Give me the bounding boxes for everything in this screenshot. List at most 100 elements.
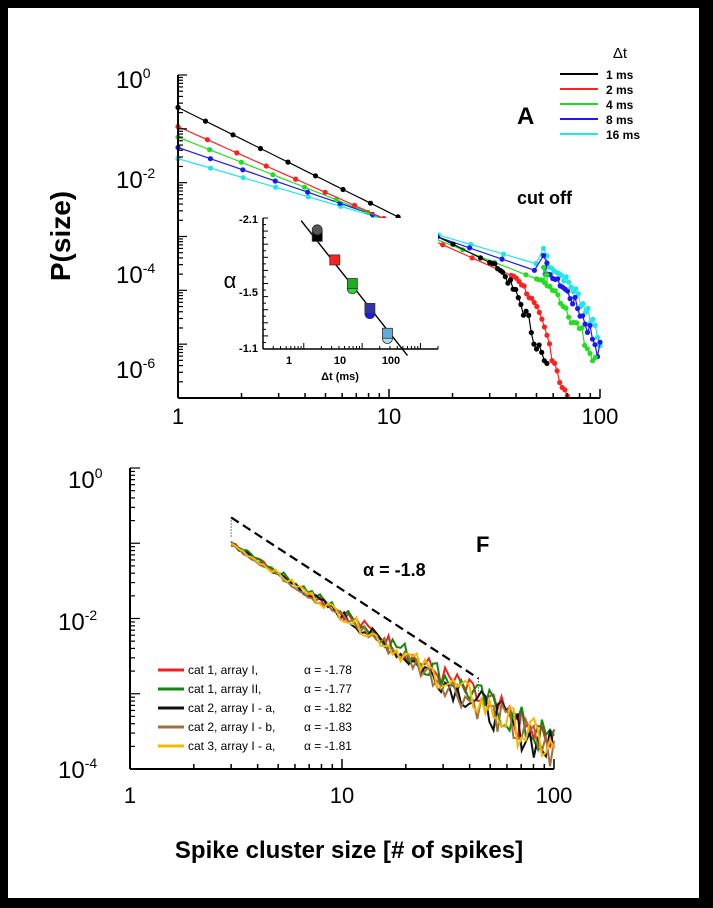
series-point-8-ms <box>575 306 581 312</box>
series-point-16-ms <box>273 184 279 190</box>
series-point-16-ms <box>582 309 589 315</box>
series-point-1-ms <box>518 301 524 308</box>
legend-background <box>156 662 371 679</box>
series-point-8-ms <box>544 260 550 266</box>
legend-background <box>156 719 371 736</box>
series-point-1-ms <box>520 312 527 318</box>
chart-f-xtick-0: 1 <box>124 783 136 808</box>
series-point-2-ms <box>440 242 446 248</box>
series-point-2-ms <box>234 150 240 156</box>
chart-f-series-group <box>230 540 555 767</box>
legend-alpha: α = -1.81 <box>304 739 352 753</box>
series-point-2-ms <box>351 202 358 208</box>
series-point-2-ms <box>554 368 560 374</box>
series-point-4-ms <box>582 342 588 348</box>
series-point-1-ms <box>230 132 236 138</box>
series-point-2-ms <box>557 379 563 386</box>
series-point-2-ms <box>521 283 527 289</box>
series-point-8-ms <box>580 313 586 319</box>
series-point-1-ms <box>515 295 521 301</box>
series-line-cat-2-array-I---b- <box>230 544 555 767</box>
inset-xtick-2: 100 <box>382 355 400 367</box>
series-point-2-ms <box>536 309 542 315</box>
chart-a: 100 10-2 10-4 10-6 1 10 100 P(size) A cu… <box>45 45 640 429</box>
legend-label: cat 2, array I - b, <box>188 720 275 734</box>
series-point-2-ms <box>544 332 550 338</box>
series-point-8-ms <box>572 294 578 300</box>
series-point-8-ms <box>570 301 576 307</box>
chart-f-xtick-2: 100 <box>536 783 573 808</box>
figure-panel: 100 10-2 10-4 10-6 1 10 100 P(size) A cu… <box>8 8 699 898</box>
series-point-8-ms <box>207 156 213 162</box>
chart-f-reference-line <box>230 516 480 698</box>
legend-title-dt: Δt <box>613 45 628 62</box>
series-point-16-ms <box>563 274 569 280</box>
series-point-2-ms <box>552 360 558 366</box>
series-point-2-ms <box>529 295 535 301</box>
chart-a-ytick-3: 10-6 <box>116 355 155 384</box>
series-point-1-ms <box>507 277 514 283</box>
series-point-8-ms <box>499 256 505 262</box>
series-point-2-ms <box>539 316 545 322</box>
series-point-1-ms <box>533 346 540 352</box>
series-point-4-ms <box>547 283 553 290</box>
series-point-8-ms <box>240 167 246 173</box>
inset-xtick-0: 1 <box>286 355 292 367</box>
inset-square-point <box>329 254 341 266</box>
series-point-4-ms <box>540 264 547 270</box>
series-point-16-ms <box>558 272 565 278</box>
inset-ytick-2: -1.1 <box>239 343 258 355</box>
series-point-8-ms <box>555 276 561 282</box>
legend-label: cat 1, array I, <box>188 663 258 677</box>
inset-xtick-1: 10 <box>334 355 346 367</box>
series-point-8-ms <box>597 339 603 345</box>
series-point-1-ms <box>312 173 319 179</box>
inset-y-label: α <box>224 268 237 293</box>
series-point-1-ms <box>285 159 291 165</box>
chart-f-slope-label: α = -1.8 <box>363 560 426 580</box>
legend-label: cat 1, array II, <box>188 682 261 696</box>
series-point-16-ms <box>592 322 598 328</box>
series-point-2-ms <box>534 303 540 310</box>
series-point-1-ms <box>513 286 519 293</box>
chart-a-xtick-0: 1 <box>172 404 184 429</box>
series-point-8-ms <box>540 252 547 259</box>
legend-background <box>156 700 371 717</box>
inset-ticks <box>262 217 439 350</box>
series-point-4-ms <box>587 350 593 356</box>
series-point-2-ms <box>524 291 530 297</box>
series-point-16-ms <box>305 194 311 200</box>
series-point-8-ms <box>584 329 591 335</box>
series-point-2-ms <box>322 189 328 195</box>
chart-f-x-label: Spike cluster size [# of spikes] <box>175 837 523 864</box>
chart-f-xtick-1: 10 <box>330 783 354 808</box>
series-point-8-ms <box>565 288 571 294</box>
chart-f-ytick-1: 10-2 <box>58 607 97 636</box>
inset-square-point <box>364 302 376 314</box>
chart-a-cutoff-annotation: cut off <box>517 188 573 208</box>
chart-a-xtick-1: 10 <box>377 404 401 429</box>
legend-background <box>156 738 371 755</box>
series-point-4-ms <box>584 346 590 352</box>
series-line-8-ms <box>177 146 601 357</box>
series-point-2-ms <box>541 324 548 330</box>
series-point-4-ms <box>592 354 598 360</box>
chart-a-xtick-2: 100 <box>582 404 619 429</box>
legend-label-1-ms: 1 ms <box>606 68 634 82</box>
series-point-4-ms <box>566 314 572 320</box>
series-point-1-ms <box>340 186 346 193</box>
series-point-16-ms <box>207 165 214 171</box>
series-point-2-ms <box>204 137 210 143</box>
series-point-16-ms <box>561 278 567 284</box>
chart-a-ytick-2: 10-4 <box>116 260 155 289</box>
series-point-2-ms <box>469 255 475 261</box>
chart-f-ytick-2: 10-4 <box>58 755 97 784</box>
series-point-4-ms <box>555 292 561 298</box>
inset-circle-point <box>311 224 323 236</box>
chart-a-y-label: P(size) <box>45 191 76 281</box>
series-point-1-ms <box>500 269 506 275</box>
chart-f-ytick-0: 100 <box>68 465 103 494</box>
series-point-16-ms <box>575 291 581 297</box>
chart-f-ticks <box>129 467 555 770</box>
